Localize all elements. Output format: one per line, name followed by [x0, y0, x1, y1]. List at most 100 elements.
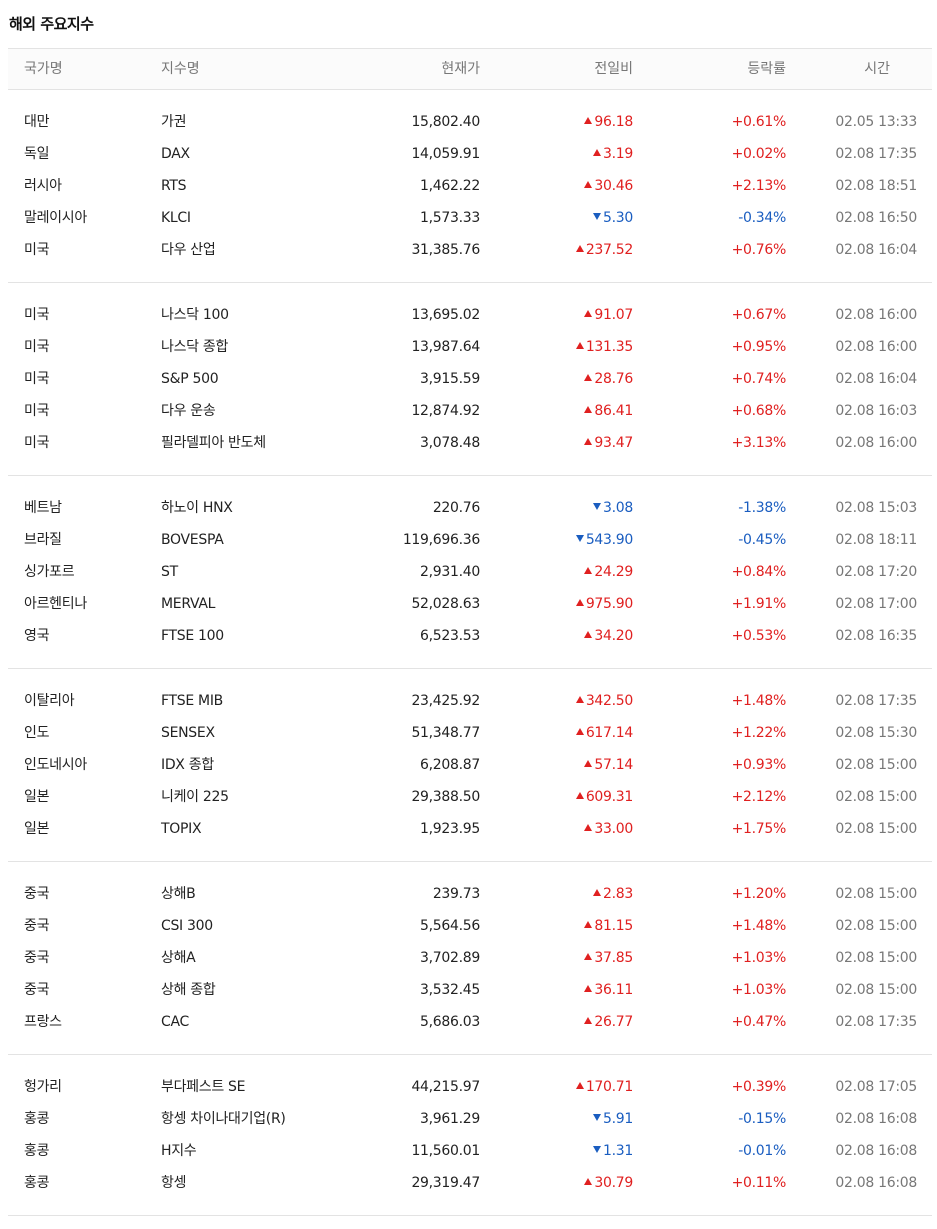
- index-name-link[interactable]: 상해A: [161, 950, 196, 966]
- table-row[interactable]: 중국 CSI 300 5,564.56 81.15 +1.48% 02.08 15:00: [8, 910, 932, 942]
- change-amount: 5.30: [603, 210, 633, 226]
- table-row[interactable]: 중국 상해A 3,702.89 37.85 +1.03% 02.08 15:00: [8, 942, 932, 974]
- change-amount: 24.29: [594, 564, 633, 580]
- change-amount: 2.83: [603, 886, 633, 902]
- index-name-link[interactable]: CAC: [161, 1014, 189, 1030]
- table-row[interactable]: 홍콩 항셍 차이나대기업(R) 3,961.29 5.91 -0.15% 02.08 16…: [8, 1103, 932, 1135]
- table-header: 국가명 지수명 현재가 전일비 등락률 시간: [8, 48, 932, 90]
- country-name: 미국: [24, 371, 50, 387]
- triangle-up-icon: [584, 566, 593, 574]
- update-time: 02.08 15:00: [835, 821, 917, 837]
- country-name: 인도네시아: [24, 757, 87, 773]
- table-row[interactable]: 미국 S&P 500 3,915.59 28.76 +0.74% 02.08 16:04: [8, 363, 932, 395]
- index-name-link[interactable]: S&P 500: [161, 371, 219, 387]
- current-price: 11,560.01: [411, 1143, 480, 1159]
- current-price: 3,915.59: [420, 371, 480, 387]
- table-row[interactable]: 중국 상해B 239.73 2.83 +1.20% 02.08 15:00: [8, 878, 932, 910]
- country-name: 미국: [24, 339, 50, 355]
- update-time: 02.08 16:35: [835, 628, 917, 644]
- current-price: 51,348.77: [411, 725, 480, 741]
- index-name-link[interactable]: 필라델피아 반도체: [161, 435, 266, 451]
- index-name-link[interactable]: RTS: [161, 178, 187, 194]
- table-row[interactable]: 미국 나스닥 종합 13,987.64 131.35 +0.95% 02.08 16:00: [8, 331, 932, 363]
- index-name-link[interactable]: 다우 산업: [161, 242, 216, 258]
- change-rate: -0.15%: [738, 1111, 786, 1127]
- change-value: 3.19: [593, 138, 633, 170]
- table-row[interactable]: 일본 니케이 225 29,388.50 609.31 +2.12% 02.08 15:0…: [8, 781, 932, 813]
- change-rate: +0.74%: [731, 371, 787, 387]
- update-time: 02.08 16:08: [835, 1111, 917, 1127]
- change-rate: +1.75%: [731, 821, 787, 837]
- index-name-link[interactable]: BOVESPA: [161, 532, 224, 548]
- table-row[interactable]: 헝가리 부다페스트 SE 44,215.97 170.71 +0.39% 02.08 17…: [8, 1071, 932, 1103]
- table-row[interactable]: 대만 가권 15,802.40 96.18 +0.61% 02.05 13:33: [8, 106, 932, 138]
- current-price: 1,923.95: [420, 821, 480, 837]
- change-rate: -1.38%: [738, 500, 786, 516]
- change-value: 975.90: [575, 588, 633, 620]
- change-amount: 3.08: [603, 500, 633, 516]
- table-row[interactable]: 말레이시아 KLCI 1,573.33 5.30 -0.34% 02.08 16:50: [8, 202, 932, 234]
- index-name-link[interactable]: ST: [161, 564, 178, 580]
- row-group: 헝가리 부다페스트 SE 44,215.97 170.71 +0.39% 02.08 17…: [8, 1055, 932, 1216]
- table-row[interactable]: 러시아 RTS 1,462.22 30.46 +2.13% 02.08 18:51: [8, 170, 932, 202]
- table-row[interactable]: 일본 TOPIX 1,923.95 33.00 +1.75% 02.08 15:00: [8, 813, 932, 845]
- triangle-down-icon: [593, 1145, 602, 1153]
- row-group: 대만 가권 15,802.40 96.18 +0.61% 02.05 13:33 독일 DAX…: [8, 90, 932, 283]
- country-name: 미국: [24, 307, 50, 323]
- table-row[interactable]: 아르헨티나 MERVAL 52,028.63 975.90 +1.91% 02.08 17…: [8, 588, 932, 620]
- table-row[interactable]: 베트남 하노이 HNX 220.76 3.08 -1.38% 02.08 15:03: [8, 492, 932, 524]
- index-name-link[interactable]: 가권: [161, 114, 187, 130]
- update-time: 02.08 15:30: [835, 725, 917, 741]
- update-time: 02.08 15:03: [835, 500, 917, 516]
- update-time: 02.08 15:00: [835, 757, 917, 773]
- index-name-link[interactable]: H지수: [161, 1143, 197, 1159]
- index-name-link[interactable]: IDX 종합: [161, 757, 214, 773]
- change-amount: 975.90: [585, 596, 633, 612]
- change-value: 93.47: [584, 427, 633, 459]
- index-name-link[interactable]: CSI 300: [161, 918, 213, 934]
- index-name-link[interactable]: 다우 운송: [161, 403, 216, 419]
- table-row[interactable]: 미국 다우 산업 31,385.76 237.52 +0.76% 02.08 16:04: [8, 234, 932, 266]
- table-row[interactable]: 브라질 BOVESPA 119,696.36 543.90 -0.45% 02.08 18…: [8, 524, 932, 556]
- index-name-link[interactable]: 니케이 225: [161, 789, 229, 805]
- triangle-up-icon: [584, 759, 593, 767]
- update-time: 02.08 17:20: [835, 564, 917, 580]
- index-name-link[interactable]: DAX: [161, 146, 190, 162]
- change-amount: 237.52: [585, 242, 633, 258]
- index-name-link[interactable]: 부다페스트 SE: [161, 1079, 246, 1095]
- country-name: 중국: [24, 886, 50, 902]
- index-name-link[interactable]: 하노이 HNX: [161, 500, 233, 516]
- change-amount: 28.76: [594, 371, 633, 387]
- table-row[interactable]: 홍콩 항셍 29,319.47 30.79 +0.11% 02.08 16:08: [8, 1167, 932, 1199]
- index-name-link[interactable]: FTSE 100: [161, 628, 224, 644]
- index-name-link[interactable]: TOPIX: [161, 821, 202, 837]
- index-name-link[interactable]: SENSEX: [161, 725, 215, 741]
- table-row[interactable]: 미국 다우 운송 12,874.92 86.41 +0.68% 02.08 16:03: [8, 395, 932, 427]
- table-row[interactable]: 독일 DAX 14,059.91 3.19 +0.02% 02.08 17:35: [8, 138, 932, 170]
- table-row[interactable]: 인도네시아 IDX 종합 6,208.87 57.14 +0.93% 02.08 15:0…: [8, 749, 932, 781]
- table-row[interactable]: 인도 SENSEX 51,348.77 617.14 +1.22% 02.08 15:30: [8, 717, 932, 749]
- index-name-link[interactable]: 항셍 차이나대기업(R): [161, 1111, 286, 1127]
- table-row[interactable]: 미국 필라델피아 반도체 3,078.48 93.47 +3.13% 02.08 16:0…: [8, 427, 932, 459]
- table-row[interactable]: 싱가포르 ST 2,931.40 24.29 +0.84% 02.08 17:20: [8, 556, 932, 588]
- table-row[interactable]: 영국 FTSE 100 6,523.53 34.20 +0.53% 02.08 16:35: [8, 620, 932, 652]
- triangle-down-icon: [593, 212, 602, 220]
- current-price: 15,802.40: [411, 114, 480, 130]
- index-name-link[interactable]: FTSE MIB: [161, 693, 223, 709]
- index-name-link[interactable]: 상해B: [161, 886, 196, 902]
- index-name-link[interactable]: 나스닥 100: [161, 307, 229, 323]
- table-row[interactable]: 홍콩 H지수 11,560.01 1.31 -0.01% 02.08 16:08: [8, 1135, 932, 1167]
- change-value: 81.15: [584, 910, 633, 942]
- index-name-link[interactable]: 상해 종합: [161, 982, 216, 998]
- change-rate: +1.20%: [731, 886, 787, 902]
- table-row[interactable]: 미국 나스닥 100 13,695.02 91.07 +0.67% 02.08 16:00: [8, 299, 932, 331]
- table-row[interactable]: 중국 상해 종합 3,532.45 36.11 +1.03% 02.08 15:00: [8, 974, 932, 1006]
- table-row[interactable]: 이탈리아 FTSE MIB 23,425.92 342.50 +1.48% 02.08 1…: [8, 685, 932, 717]
- row-group: 중국 상해B 239.73 2.83 +1.20% 02.08 15:00 중국 CSI 30…: [8, 862, 932, 1055]
- index-name-link[interactable]: 나스닥 종합: [161, 339, 229, 355]
- index-name-link[interactable]: MERVAL: [161, 596, 216, 612]
- index-name-link[interactable]: 항셍: [161, 1175, 187, 1191]
- table-row[interactable]: 프랑스 CAC 5,686.03 26.77 +0.47% 02.08 17:35: [8, 1006, 932, 1038]
- change-value: 57.14: [584, 749, 633, 781]
- index-name-link[interactable]: KLCI: [161, 210, 191, 226]
